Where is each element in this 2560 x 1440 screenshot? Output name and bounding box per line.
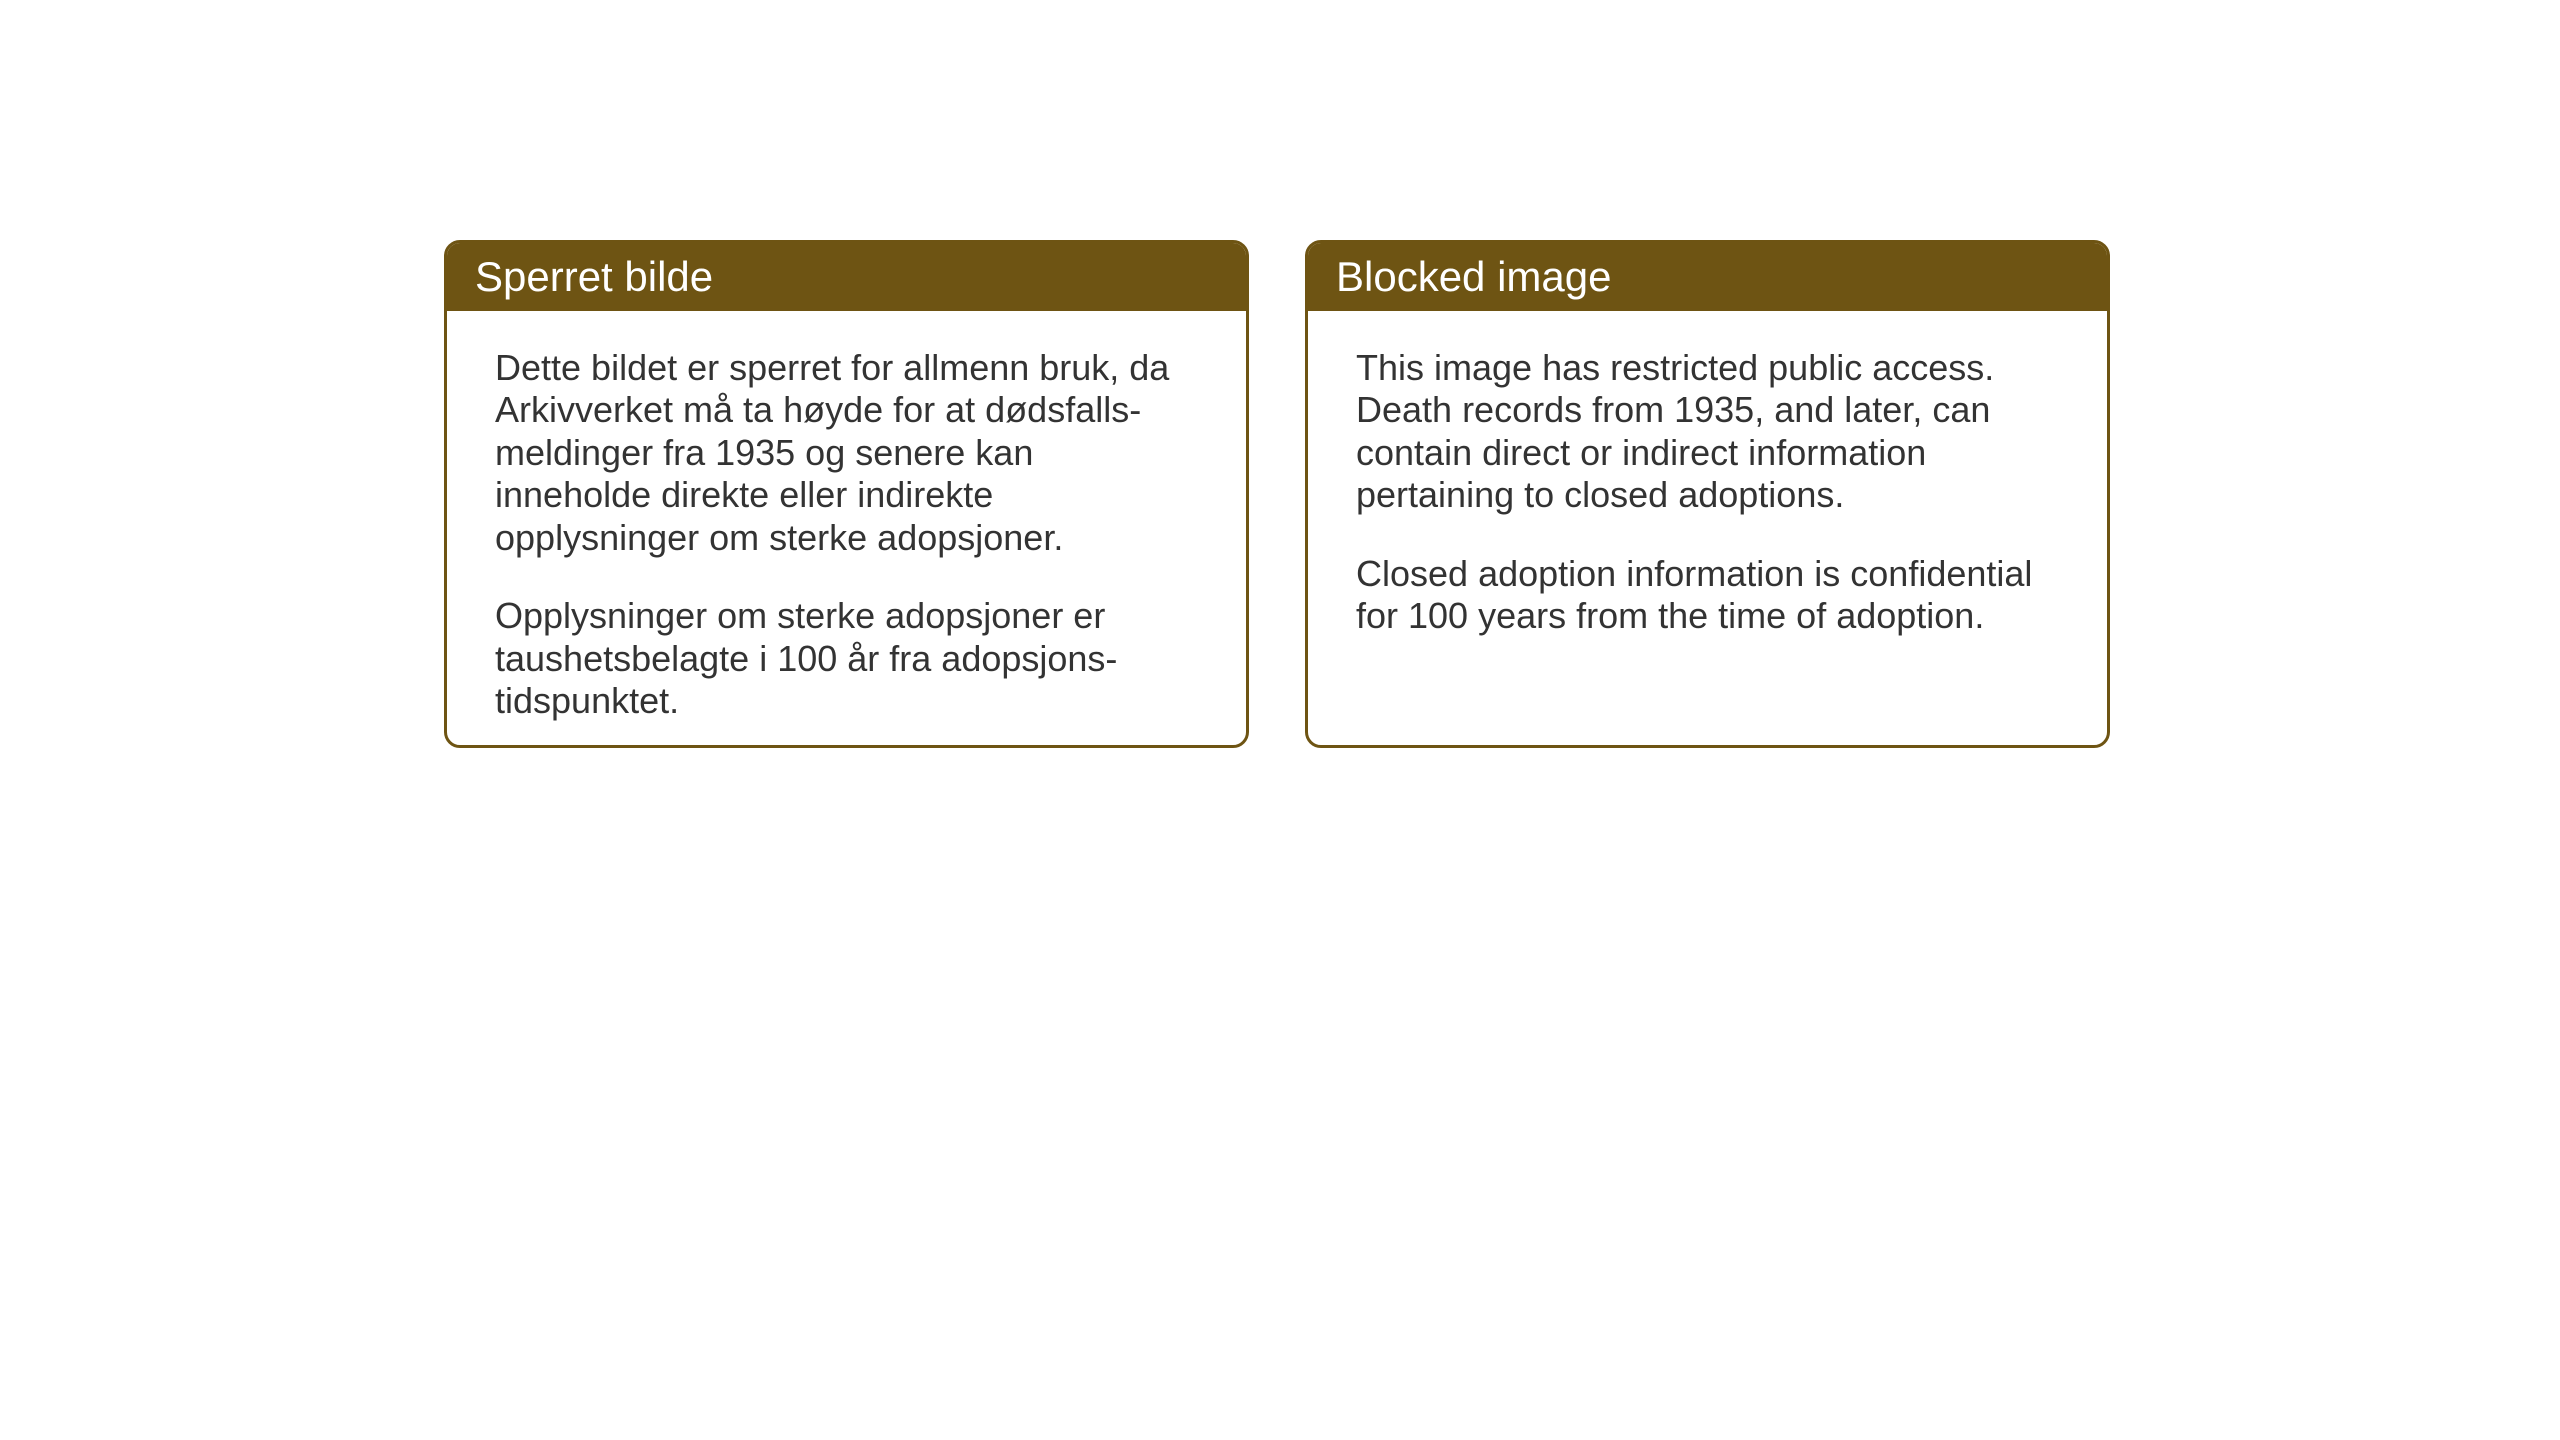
card-body-norwegian: Dette bildet er sperret for allmenn bruk…: [447, 311, 1246, 748]
card-paragraph2-english: Closed adoption information is confident…: [1356, 553, 2059, 638]
card-body-english: This image has restricted public access.…: [1308, 311, 2107, 674]
card-paragraph2-norwegian: Opplysninger om sterke adopsjoner er tau…: [495, 595, 1198, 722]
card-norwegian: Sperret bilde Dette bildet er sperret fo…: [444, 240, 1249, 748]
cards-container: Sperret bilde Dette bildet er sperret fo…: [444, 240, 2110, 748]
card-header-english: Blocked image: [1308, 243, 2107, 311]
card-title-english: Blocked image: [1336, 253, 1611, 300]
card-header-norwegian: Sperret bilde: [447, 243, 1246, 311]
card-english: Blocked image This image has restricted …: [1305, 240, 2110, 748]
card-title-norwegian: Sperret bilde: [475, 253, 713, 300]
card-paragraph1-norwegian: Dette bildet er sperret for allmenn bruk…: [495, 347, 1198, 559]
card-paragraph1-english: This image has restricted public access.…: [1356, 347, 2059, 517]
